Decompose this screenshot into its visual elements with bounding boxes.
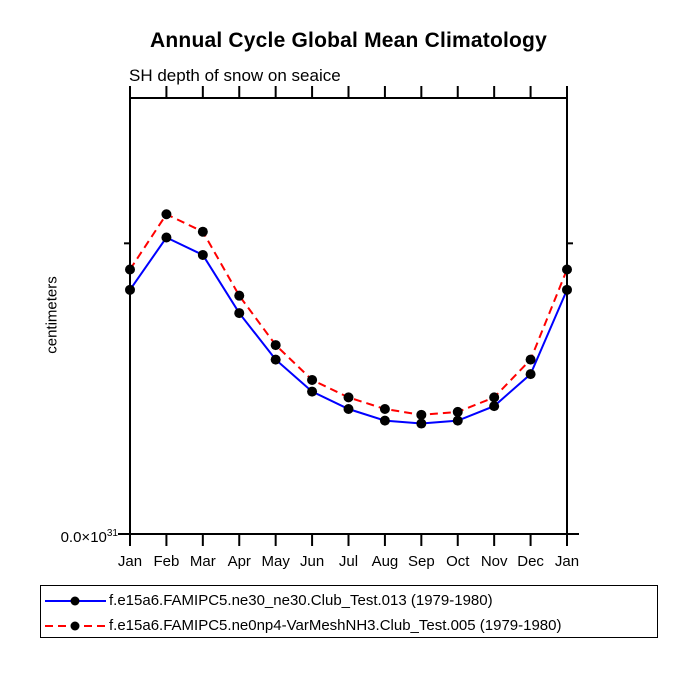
data-point-marker bbox=[197, 226, 208, 237]
legend-label: f.e15a6.FAMIPC5.ne0np4-VarMeshNH3.Club_T… bbox=[109, 617, 562, 634]
data-point-marker bbox=[270, 354, 281, 365]
y-axis-tick-label: 0.0×1031 bbox=[30, 524, 118, 547]
x-tick-label: Mar bbox=[190, 553, 216, 570]
x-tick-label: May bbox=[261, 553, 290, 570]
x-tick-label: Sep bbox=[408, 553, 435, 570]
data-point-marker bbox=[489, 392, 500, 403]
x-tick-label: Jul bbox=[339, 553, 358, 570]
chart-title: Annual Cycle Global Mean Climatology bbox=[150, 29, 547, 52]
x-tick-label: Feb bbox=[153, 553, 179, 570]
data-point-marker bbox=[562, 264, 572, 275]
data-point-marker bbox=[343, 392, 354, 403]
legend-line-sample-dashed bbox=[45, 621, 106, 631]
y-tick-mantissa: 0.0×10 bbox=[60, 529, 107, 546]
legend-entry: f.e15a6.FAMIPC5.ne30_ne30.Club_Test.013 … bbox=[41, 588, 657, 613]
x-tick-label: Apr bbox=[228, 553, 251, 570]
data-point-marker bbox=[416, 418, 427, 429]
data-point-marker bbox=[379, 404, 390, 415]
data-point-marker bbox=[125, 284, 135, 295]
chart-subtitle: SH depth of snow on seaice bbox=[129, 66, 341, 85]
data-point-marker bbox=[416, 409, 427, 420]
data-point-marker bbox=[562, 284, 572, 295]
series-line bbox=[129, 212, 568, 416]
data-point-marker bbox=[343, 404, 354, 415]
data-point-marker bbox=[307, 374, 318, 385]
data-point-marker bbox=[525, 369, 536, 380]
x-tick-label: Dec bbox=[517, 553, 544, 570]
data-point-marker bbox=[452, 406, 463, 417]
x-tick-label: Jan bbox=[555, 553, 579, 570]
data-point-marker bbox=[125, 264, 135, 275]
data-point-marker bbox=[452, 415, 463, 426]
legend-marker-dot bbox=[70, 596, 80, 606]
data-point-marker bbox=[270, 340, 281, 351]
legend-box: f.e15a6.FAMIPC5.ne30_ne30.Club_Test.013 … bbox=[40, 585, 658, 638]
legend-line-sample-solid bbox=[45, 596, 106, 606]
x-tick-label: Nov bbox=[481, 553, 508, 570]
data-point-marker bbox=[489, 401, 500, 412]
y-tick-exponent: 31 bbox=[106, 528, 118, 539]
legend-label: f.e15a6.FAMIPC5.ne30_ne30.Club_Test.013 … bbox=[109, 592, 493, 609]
legend-entry: f.e15a6.FAMIPC5.ne0np4-VarMeshNH3.Club_T… bbox=[41, 613, 657, 638]
data-point-marker bbox=[197, 249, 208, 260]
x-tick-label: Oct bbox=[446, 553, 470, 570]
x-tick-label: Jun bbox=[300, 553, 324, 570]
x-tick-label: Jan bbox=[118, 553, 142, 570]
data-point-marker bbox=[307, 386, 318, 397]
data-point-marker bbox=[161, 209, 172, 220]
data-point-marker bbox=[234, 290, 245, 301]
data-point-marker bbox=[234, 308, 245, 319]
data-point-marker bbox=[525, 354, 536, 365]
x-tick-label: Aug bbox=[372, 553, 399, 570]
data-point-marker bbox=[379, 415, 390, 426]
data-point-marker bbox=[161, 232, 172, 243]
axes-frame bbox=[129, 97, 568, 535]
legend-marker-dot bbox=[70, 621, 80, 631]
